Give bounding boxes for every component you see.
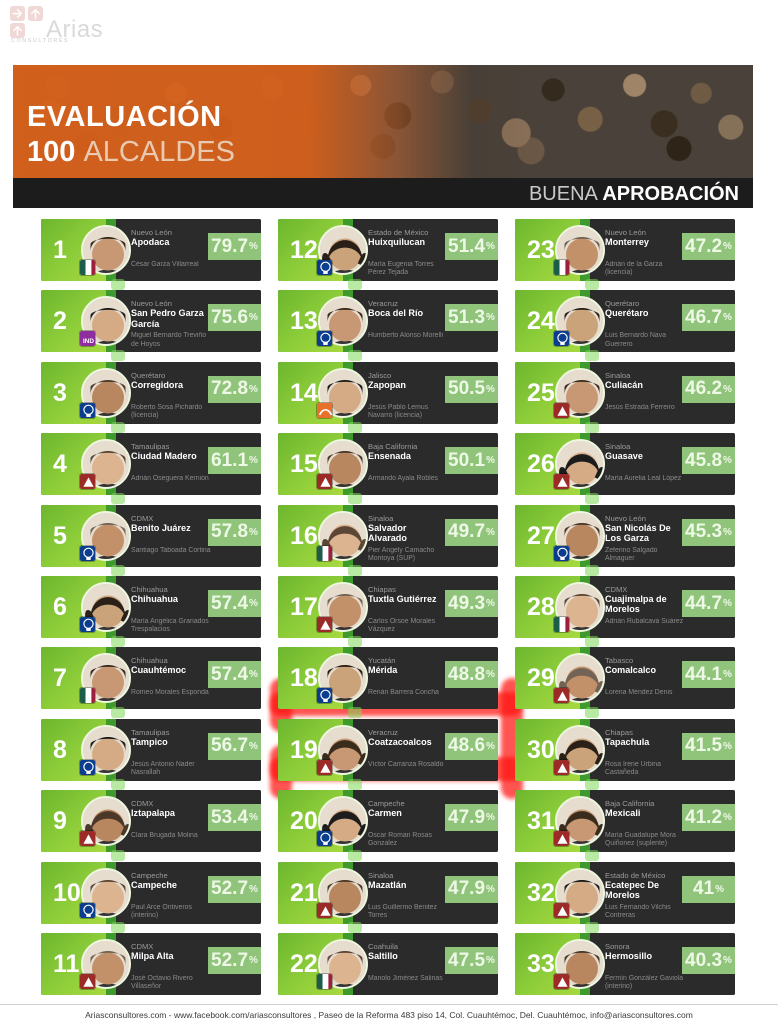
svg-text:IND: IND <box>83 338 94 345</box>
